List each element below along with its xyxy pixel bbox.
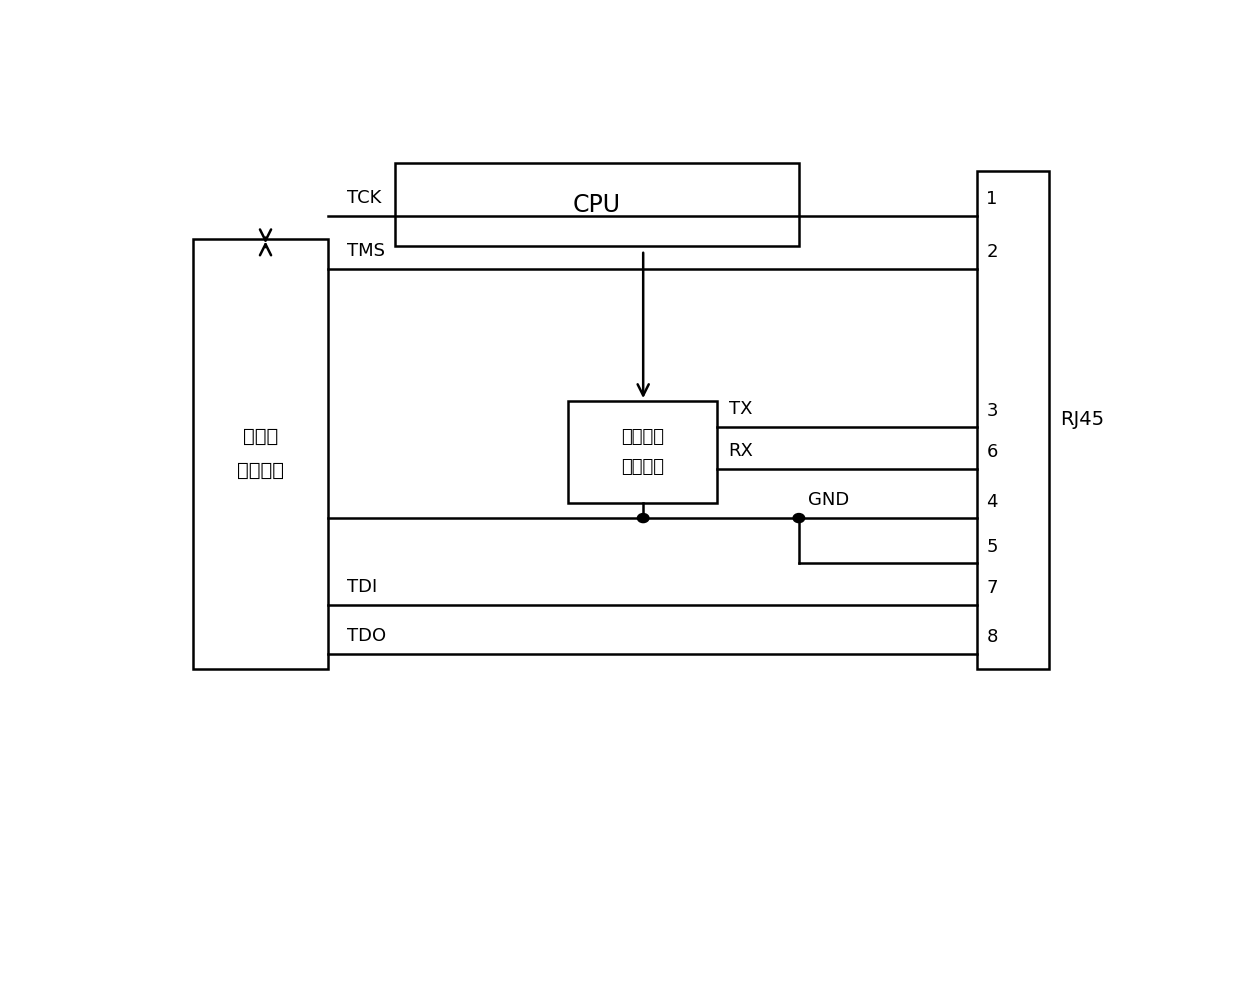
Text: TMS: TMS: [347, 241, 386, 260]
Text: TDO: TDO: [347, 627, 387, 645]
Bar: [568, 401, 717, 503]
Text: 7: 7: [986, 580, 998, 597]
Bar: [396, 163, 799, 246]
Text: 串口电压
转换芒片: 串口电压 转换芒片: [621, 428, 665, 476]
Text: RX: RX: [729, 441, 754, 460]
Text: 2: 2: [986, 243, 998, 261]
Text: RJ45: RJ45: [1060, 410, 1105, 430]
Text: TX: TX: [729, 400, 753, 418]
Bar: [977, 171, 1049, 669]
Circle shape: [637, 513, 649, 523]
Text: 5: 5: [986, 538, 998, 556]
Bar: [193, 238, 327, 669]
Text: TCK: TCK: [347, 189, 382, 207]
Text: CPU: CPU: [573, 192, 621, 217]
Text: TDI: TDI: [347, 578, 377, 595]
Text: 3: 3: [986, 402, 998, 420]
Text: 可编程
逻辑器件: 可编程 逻辑器件: [237, 428, 284, 481]
Text: 8: 8: [986, 629, 998, 646]
Text: 4: 4: [986, 492, 998, 510]
Circle shape: [794, 513, 805, 523]
Text: GND: GND: [808, 491, 849, 509]
Text: 6: 6: [986, 443, 998, 461]
Text: 1: 1: [986, 190, 998, 208]
